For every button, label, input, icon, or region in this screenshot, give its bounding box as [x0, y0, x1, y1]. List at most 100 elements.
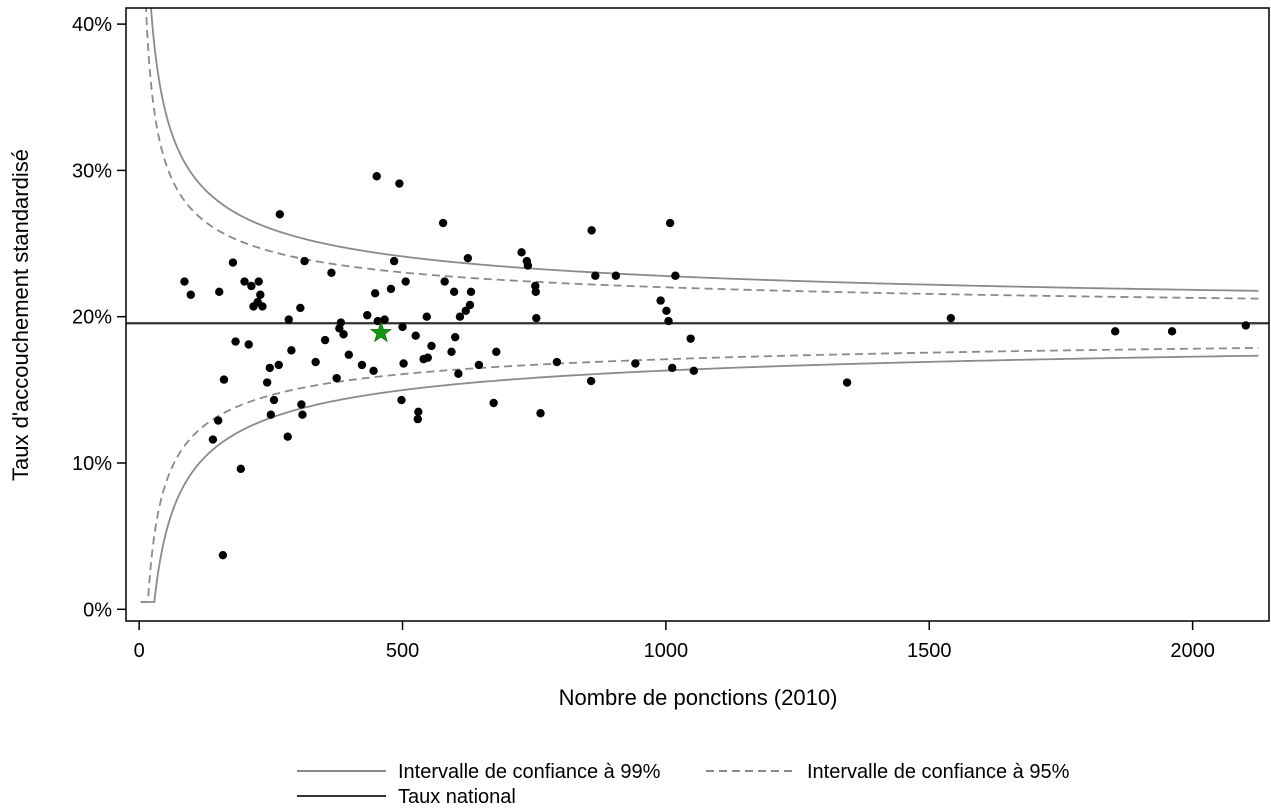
data-point [219, 375, 229, 384]
data-point [587, 226, 596, 235]
data-point [517, 248, 526, 257]
y-tick-label: 20% [72, 307, 112, 329]
data-point [180, 277, 189, 286]
data-point [258, 302, 267, 311]
data-point [254, 277, 263, 286]
data-point [689, 366, 699, 376]
data-point [380, 315, 389, 324]
data-point [186, 290, 195, 299]
data-point [218, 550, 228, 560]
data-point [591, 271, 600, 280]
data-point [275, 210, 285, 219]
data-point [240, 277, 249, 286]
x-axis-title: Nombre de ponctions (2010) [559, 685, 838, 710]
data-point [262, 378, 272, 387]
data-point [332, 373, 341, 383]
data-point [372, 172, 381, 181]
data-point [284, 315, 293, 324]
data-point [357, 360, 367, 370]
x-tick-label: 500 [386, 640, 419, 662]
legend: Intervalle de confiance à 99% Intervalle … [297, 761, 1070, 808]
data-point [228, 258, 238, 267]
data-point [208, 435, 218, 444]
data-point [422, 312, 431, 321]
data-point [236, 464, 246, 474]
data-point [283, 432, 292, 441]
data-point [463, 253, 473, 263]
data-point [386, 284, 396, 294]
plot-area [126, 8, 1269, 603]
legend-label-2: Intervalle de confiance à 95% [807, 761, 1070, 783]
data-point [665, 218, 675, 228]
data-point [389, 256, 399, 266]
data-point [489, 398, 498, 408]
data-point [411, 331, 420, 340]
data-point [231, 337, 240, 346]
data-point [320, 335, 330, 345]
x-tick-label: 1000 [644, 640, 689, 662]
data-point [1110, 327, 1120, 336]
data-point [523, 261, 533, 270]
ci95-lower-line [140, 347, 1259, 603]
data-point [397, 395, 406, 405]
data-point [423, 353, 433, 362]
data-point [401, 277, 410, 286]
x-tick-label: 2000 [1170, 640, 1215, 662]
data-point [369, 366, 378, 376]
data-point [664, 316, 673, 326]
data-point [455, 312, 465, 321]
y-axis: 0% 10% 20% 30% 40% [72, 14, 126, 621]
data-point [611, 271, 621, 280]
ci95-upper-line [145, 8, 1259, 300]
data-point [449, 287, 459, 297]
data-point [451, 332, 460, 342]
data-point [427, 341, 436, 351]
data-point [298, 410, 307, 419]
data-point [1241, 321, 1251, 330]
x-tick-label: 1500 [907, 640, 952, 662]
ci99-lower-line [140, 354, 1259, 603]
data-point [336, 318, 346, 327]
data-point [465, 300, 475, 310]
data-point [269, 395, 279, 405]
data-point [213, 416, 223, 425]
x-axis: 0 500 1000 1500 2000 [134, 621, 1215, 662]
data-point [552, 357, 562, 367]
data-point [399, 359, 408, 368]
data-point [842, 378, 852, 387]
data-point [344, 350, 354, 359]
data-point [256, 290, 265, 299]
data-point [438, 218, 448, 228]
data-point [1167, 327, 1177, 336]
data-point [447, 347, 456, 357]
data-point [265, 363, 274, 373]
data-point [414, 407, 423, 416]
data-point [311, 357, 320, 367]
data-point [668, 363, 677, 373]
data-point [327, 268, 336, 278]
data-point [536, 409, 545, 418]
data-point [454, 369, 463, 378]
data-point [247, 281, 256, 291]
data-point [656, 296, 665, 305]
data-point [297, 400, 306, 409]
data-point [686, 334, 695, 343]
data-point [461, 306, 470, 316]
y-tick-label: 30% [72, 160, 112, 182]
data-point [287, 346, 296, 355]
data-point [671, 271, 680, 280]
data-point [395, 179, 404, 188]
data-point [662, 306, 671, 316]
data-point [244, 340, 253, 349]
data-point [296, 303, 305, 313]
data-point [492, 347, 501, 357]
data-point [531, 287, 540, 297]
data-point [398, 322, 407, 332]
legend-label-3: Taux national [398, 786, 516, 807]
data-point [363, 311, 372, 320]
data-point [946, 313, 956, 323]
data-point [474, 360, 484, 370]
data-point [339, 330, 348, 339]
ci99-upper-line [150, 8, 1259, 292]
